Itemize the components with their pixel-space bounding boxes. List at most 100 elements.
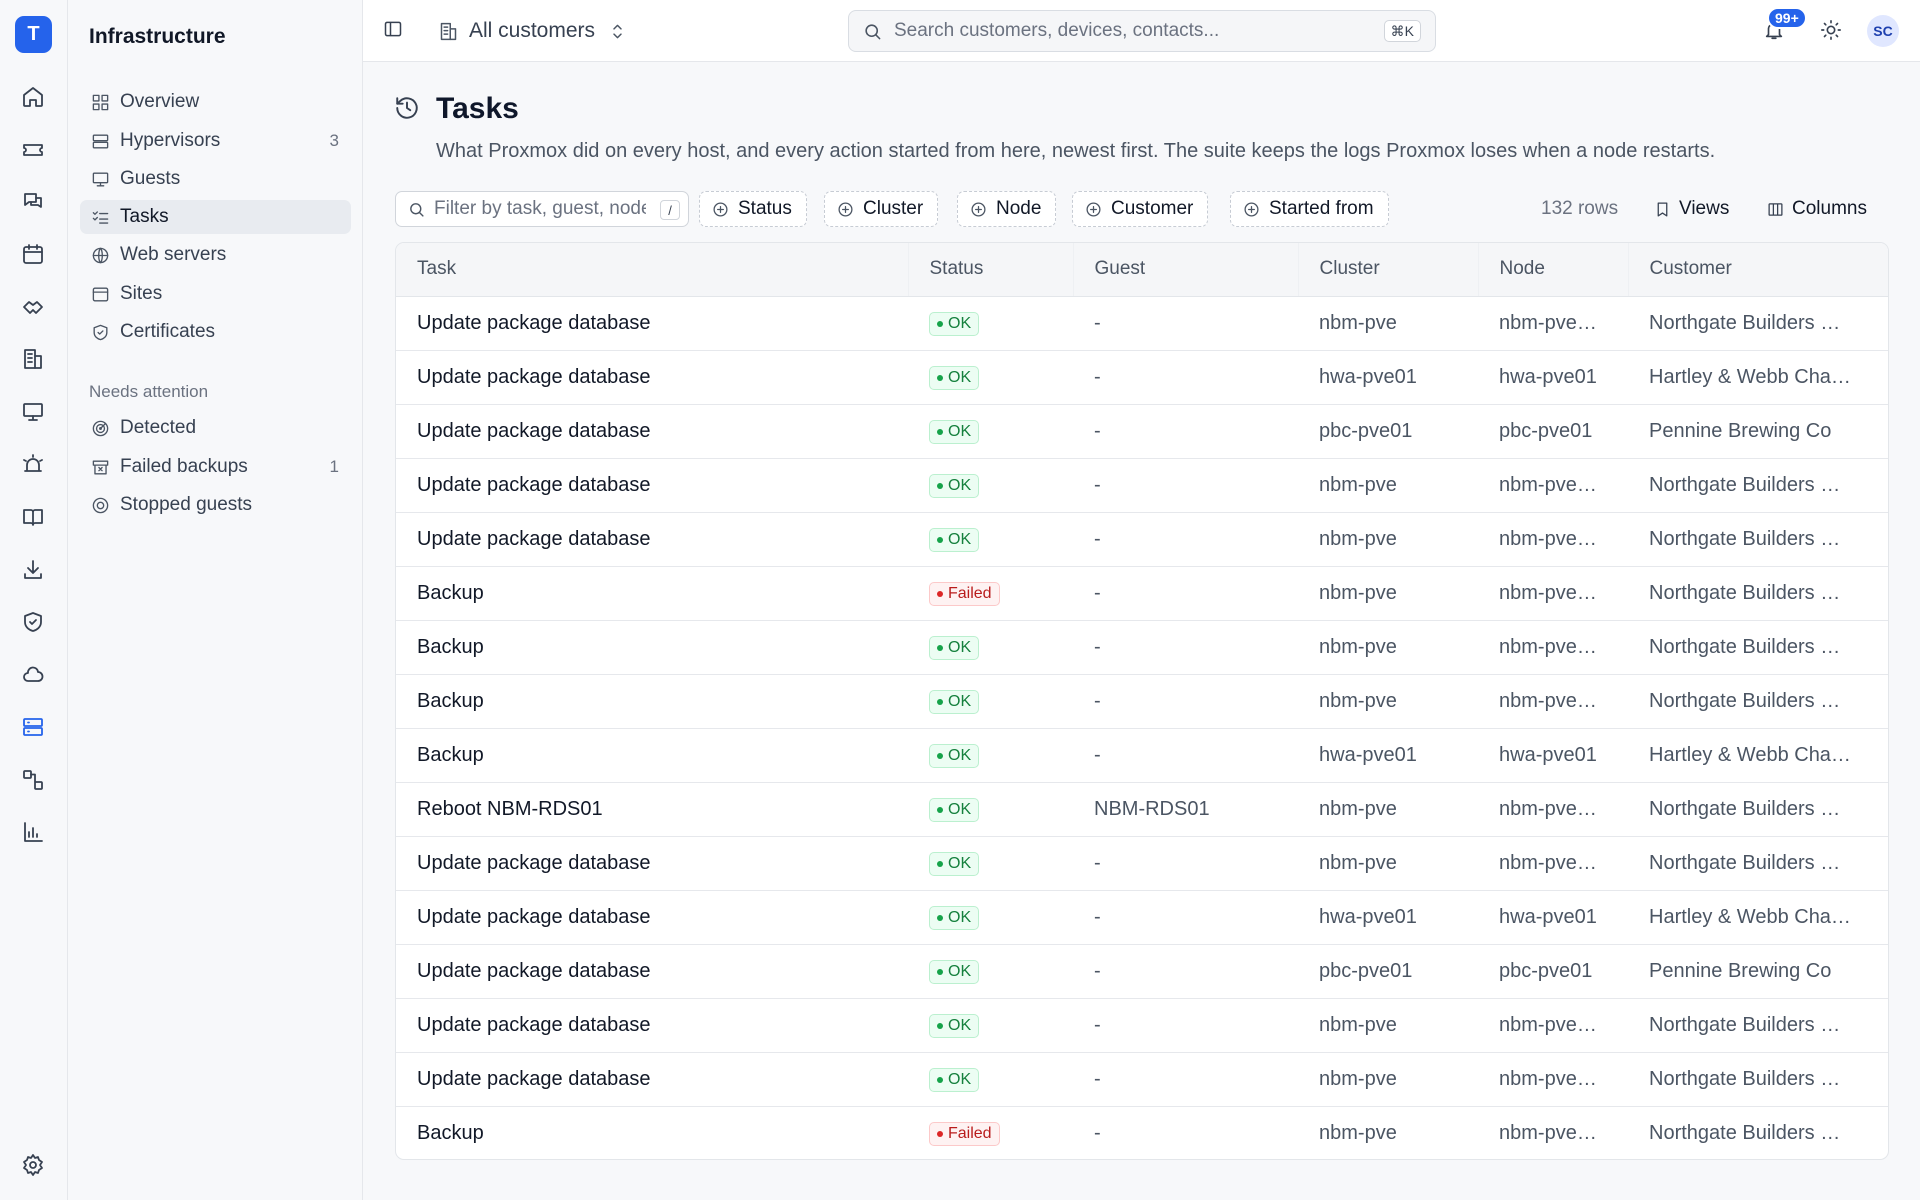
monitor-icon[interactable] [17,396,49,428]
status-dot [937,699,943,705]
search-icon [865,23,881,39]
column-header-node[interactable]: Node [1478,243,1629,297]
table-row[interactable]: Backup Failed - nbm-pve nbm-pve… Northgate Bu… [396,566,1888,620]
notification-badge: 99+ [1767,7,1807,29]
cell-guest: - [1094,365,1101,388]
status-dot [937,861,943,867]
cell-node: nbm-pve… [1499,689,1597,712]
download-icon[interactable] [17,554,49,586]
filter-chip-status[interactable]: Status [699,191,807,227]
radar-icon [90,418,110,438]
filter-shortcut: / [660,200,680,220]
table-row[interactable]: Backup OK - nbm-pve nbm-pve… Northgate Builde… [396,620,1888,674]
table-row[interactable]: Update package database OK - nbm-pve nbm-pve… [396,1052,1888,1106]
bar-chart-icon[interactable] [17,816,49,848]
table-row[interactable]: Update package database OK - nbm-pve nbm-pve… [396,998,1888,1052]
table-row[interactable]: Update package database OK - hwa-pve01 hwa-p… [396,890,1888,944]
shield-icon[interactable] [17,606,49,638]
status-label: OK [948,639,972,656]
cell-cluster: pbc-pve01 [1319,419,1413,442]
cell-customer: Northgate Builders … [1649,473,1841,496]
home-icon[interactable] [17,81,49,113]
table-row[interactable]: Backup Failed - nbm-pve nbm-pve… Northgate Bu… [396,1106,1888,1159]
global-search[interactable]: Search customers, devices, contacts... ⌘… [848,10,1436,52]
table-row[interactable]: Update package database OK - pbc-pve01 pbc-p… [396,944,1888,998]
status-badge: OK [929,852,980,876]
filter-input[interactable] [434,198,646,220]
grid-icon [90,92,110,112]
filter-chip-node[interactable]: Node [957,191,1057,227]
sidebar-item-failed-backups[interactable]: Failed backups 1 [80,450,351,484]
avatar[interactable]: SC [1867,15,1899,47]
status-label: OK [948,369,972,386]
sidebar-item-certificates[interactable]: Certificates [80,315,351,349]
globe-icon [90,245,110,265]
cell-task: Update package database [417,1013,651,1036]
table-row[interactable]: Reboot NBM-RDS01 OK NBM-RDS01 nbm-pve nbm-pv… [396,782,1888,836]
table-row[interactable]: Update package database OK - nbm-pve nbm-pve… [396,512,1888,566]
cell-cluster: nbm-pve [1319,689,1397,712]
cell-customer: Hartley & Webb Cha… [1649,905,1851,928]
column-header-status[interactable]: Status [908,243,1074,297]
status-badge: OK [929,960,980,984]
sidebar-item-web-servers[interactable]: Web servers [80,238,351,272]
chat-icon[interactable] [17,186,49,218]
status-badge: OK [929,744,980,768]
building-icon[interactable] [17,343,49,375]
sidebar-item-guests[interactable]: Guests [80,162,351,196]
table-row[interactable]: Update package database OK - nbm-pve nbm-pve… [396,836,1888,890]
table-row[interactable]: Backup OK - hwa-pve01 hwa-pve01 Hartley & Web… [396,728,1888,782]
status-badge: OK [929,420,980,444]
views-button[interactable]: Views [1654,191,1729,227]
cell-guest: - [1094,1121,1101,1144]
sidebar-item-overview[interactable]: Overview [80,85,351,119]
server-icon[interactable] [17,711,49,743]
calendar-icon[interactable] [17,238,49,270]
book-icon[interactable] [17,501,49,533]
cell-customer: Northgate Builders … [1649,311,1841,334]
filter-chip-cluster[interactable]: Cluster [824,191,939,227]
status-dot [937,807,943,813]
table-row[interactable]: Update package database OK - nbm-pve nbm-pve… [396,296,1888,350]
sidebar-item-label: Stopped guests [120,494,253,515]
table-row[interactable]: Update package database OK - hwa-pve01 hwa-p… [396,350,1888,404]
filter-chip-started-from[interactable]: Started from [1230,191,1389,227]
sidebar-item-hypervisors[interactable]: Hypervisors 3 [80,124,351,158]
table-filter[interactable]: / [395,191,689,227]
sidebar-item-sites[interactable]: Sites [80,277,351,311]
cell-status: OK [908,890,1073,944]
column-header-customer[interactable]: Customer [1628,243,1888,297]
column-header-guest[interactable]: Guest [1073,243,1299,297]
sidebar-toggle-icon[interactable] [383,19,405,41]
cell-cluster: nbm-pve [1319,797,1397,820]
status-dot [937,483,943,489]
cell-customer: Northgate Builders … [1649,1067,1841,1090]
cell-node: nbm-pve… [1499,1121,1597,1144]
sidebar-item-label: Hypervisors [120,130,221,151]
sun-icon[interactable] [1820,19,1844,43]
sidebar-item-detected[interactable]: Detected [80,411,351,445]
columns-button[interactable]: Columns [1767,191,1867,227]
cloud-icon[interactable] [17,659,49,691]
ticket-icon[interactable] [17,134,49,166]
table-row[interactable]: Update package database OK - nbm-pve nbm-pve… [396,458,1888,512]
plus-circle-icon [713,201,728,217]
filter-chip-customer[interactable]: Customer [1072,191,1209,227]
customer-switcher[interactable]: All customers [438,15,628,47]
app-logo[interactable]: T [15,16,52,53]
sidebar-item-stopped-guests[interactable]: Stopped guests [80,488,351,522]
cell-cluster: nbm-pve [1319,311,1397,334]
alarm-icon[interactable] [17,449,49,481]
handshake-icon[interactable] [17,291,49,323]
cell-status: OK [908,728,1073,782]
column-header-task[interactable]: Task [396,243,909,297]
table-row[interactable]: Update package database OK - pbc-pve01 pbc-p… [396,404,1888,458]
table-row[interactable]: Backup OK - nbm-pve nbm-pve… Northgate Builde… [396,674,1888,728]
sidebar-item-tasks[interactable]: Tasks [80,200,351,234]
sidebar-item-label: Failed backups [120,456,248,477]
column-header-cluster[interactable]: Cluster [1298,243,1479,297]
gear-icon[interactable] [17,1149,49,1181]
status-badge: OK [929,636,980,660]
workflow-icon[interactable] [17,764,49,796]
search-input[interactable]: Search customers, devices, contacts... [894,20,1220,41]
